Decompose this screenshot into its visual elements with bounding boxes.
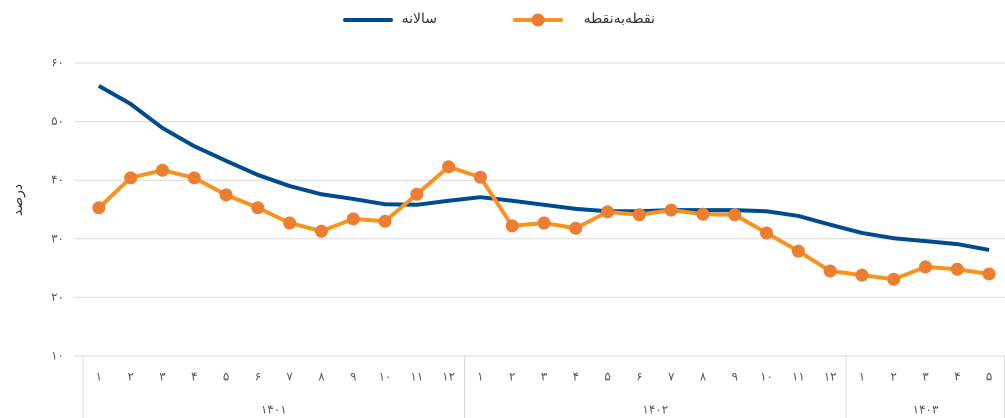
marker bbox=[982, 267, 996, 281]
x-tick-label: ۳ bbox=[541, 370, 548, 384]
series-line bbox=[97, 84, 990, 252]
x-tick-label: ۴ bbox=[573, 370, 579, 384]
marker bbox=[855, 268, 869, 282]
marker bbox=[155, 163, 169, 177]
marker bbox=[219, 188, 233, 202]
y-tick-label: ۵۰ bbox=[51, 114, 64, 128]
marker bbox=[537, 216, 551, 230]
marker bbox=[760, 226, 774, 240]
x-tick-label: ۸ bbox=[700, 370, 707, 384]
x-tick-label: ۱ bbox=[96, 370, 102, 384]
marker bbox=[187, 171, 201, 185]
x-tick-label: ۹ bbox=[732, 370, 738, 384]
group-label: ۱۴۰۳ bbox=[913, 403, 939, 417]
x-tick-label: ۹ bbox=[350, 370, 356, 384]
legend-label: سالانه bbox=[402, 11, 437, 27]
x-tick-label: ۵ bbox=[223, 370, 229, 384]
y-tick-label: ۲۰ bbox=[51, 290, 64, 304]
x-tick-label: ۱۰ bbox=[379, 370, 392, 384]
marker bbox=[505, 219, 519, 233]
x-tick-label: ۸ bbox=[318, 370, 325, 384]
marker bbox=[569, 221, 583, 235]
marker bbox=[251, 201, 265, 215]
legend-marker bbox=[531, 13, 545, 27]
x-tick-label: ۵ bbox=[986, 370, 992, 384]
x-tick-label: ۶ bbox=[636, 370, 642, 384]
legend-label: نقطه‌به‌نقطه bbox=[584, 11, 655, 27]
x-tick-label: ۴ bbox=[954, 370, 960, 384]
x-tick-label: ۱۱ bbox=[410, 370, 423, 384]
x-tick-label: ۱۲ bbox=[442, 370, 455, 384]
marker bbox=[950, 262, 964, 276]
x-tick-label: ۲ bbox=[890, 370, 896, 384]
marker bbox=[124, 171, 138, 185]
marker bbox=[346, 212, 360, 226]
marker bbox=[696, 207, 710, 221]
x-tick-label: ۴ bbox=[191, 370, 197, 384]
x-tick-label: ۳ bbox=[922, 370, 929, 384]
marker bbox=[887, 272, 901, 286]
x-tick-label: ۶ bbox=[255, 370, 261, 384]
x-tick-label: ۱ bbox=[477, 370, 483, 384]
x-tick-label: ۱ bbox=[859, 370, 865, 384]
marker bbox=[473, 170, 487, 184]
marker bbox=[664, 203, 678, 217]
marker bbox=[442, 160, 456, 174]
y-tick-label: ۴۰ bbox=[51, 173, 64, 187]
marker bbox=[601, 205, 615, 219]
x-tick-label: ۵ bbox=[604, 370, 610, 384]
x-tick-label: ۲ bbox=[509, 370, 515, 384]
y-tick-label: ۳۰ bbox=[51, 231, 64, 245]
marker bbox=[823, 264, 837, 278]
marker bbox=[791, 244, 805, 258]
marker bbox=[283, 216, 297, 230]
marker bbox=[919, 260, 933, 274]
x-tick-label: ۲ bbox=[127, 370, 133, 384]
marker bbox=[378, 214, 392, 228]
x-tick-label: ۷ bbox=[668, 370, 675, 384]
x-tick-label: ۷ bbox=[286, 370, 293, 384]
group-label: ۱۴۰۱ bbox=[261, 403, 287, 417]
y-axis-label: درصد bbox=[10, 184, 26, 216]
x-tick-label: ۱۰ bbox=[760, 370, 773, 384]
marker bbox=[314, 224, 328, 238]
x-tick-label: ۱۱ bbox=[792, 370, 805, 384]
marker bbox=[92, 201, 106, 215]
group-label: ۱۴۰۲ bbox=[642, 403, 668, 417]
y-tick-label: ۱۰ bbox=[51, 349, 64, 363]
x-tick-label: ۳ bbox=[159, 370, 166, 384]
marker bbox=[632, 208, 646, 222]
y-tick-label: ۶۰ bbox=[51, 56, 64, 70]
x-tick-label: ۱۲ bbox=[824, 370, 837, 384]
marker bbox=[410, 187, 424, 201]
marker bbox=[728, 208, 742, 222]
